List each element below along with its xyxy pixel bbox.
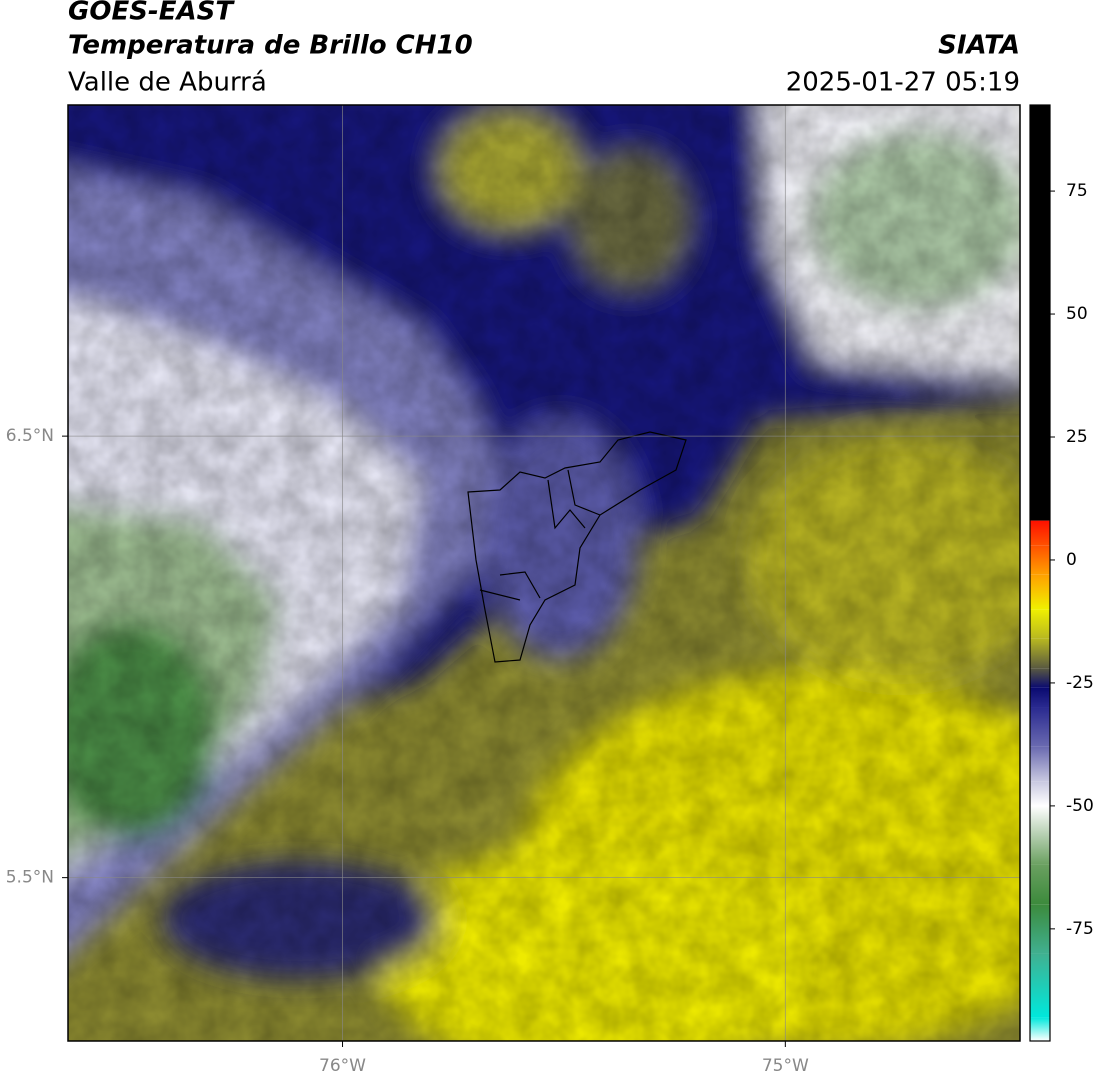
colorbar-segment xyxy=(1030,105,1050,521)
colorbar-frame xyxy=(1029,104,1051,1042)
datetime: 2025-01-27 05:19 xyxy=(786,68,1020,98)
basin-outline xyxy=(467,431,687,663)
colorbar-segment xyxy=(1030,830,1050,865)
satellite-image xyxy=(68,105,1020,1041)
colorbar-segment xyxy=(1030,707,1050,747)
title: GOES-EAST xyxy=(68,0,235,27)
colorbar-segment xyxy=(1030,609,1050,639)
colorbar-segment xyxy=(1030,1017,1050,1041)
y-tick-label: 6.5°N xyxy=(6,426,54,446)
colorbar-segment xyxy=(1030,545,1050,575)
colorbar-segment xyxy=(1030,904,1050,954)
x-tick-label: 75°W xyxy=(762,1056,809,1076)
colorbar-segment xyxy=(1030,746,1050,782)
colorbar-segment xyxy=(1030,864,1050,905)
colorbar-segment xyxy=(1030,953,1050,1018)
x-tick-label: 76°W xyxy=(319,1056,366,1076)
colorbar-segment xyxy=(1030,520,1050,546)
y-tick-label: 5.5°N xyxy=(6,868,54,888)
subtitle: Temperatura de Brillo CH10 xyxy=(68,31,473,61)
colorbar-tick-label: 75 xyxy=(1066,181,1088,201)
colorbar-tick-label: 25 xyxy=(1066,427,1088,447)
colorbar-segment xyxy=(1030,781,1050,806)
colorbar-tick-label: -50 xyxy=(1066,796,1094,816)
colorbar-tick-label: 50 xyxy=(1066,304,1088,324)
region: Valle de Aburrá xyxy=(68,68,267,98)
colorbar-tick-label: 0 xyxy=(1066,550,1077,570)
colorbar-tick-label: -75 xyxy=(1066,919,1094,939)
map-frame xyxy=(67,104,1021,1042)
colorbar-segment xyxy=(1030,638,1050,669)
colorbar-segment xyxy=(1030,805,1050,831)
colorbar-segment xyxy=(1030,574,1050,610)
colorbar-segment xyxy=(1030,687,1050,708)
source: SIATA xyxy=(938,31,1020,61)
colorbar-tick-label: -25 xyxy=(1066,673,1094,693)
colorbar-segment xyxy=(1030,668,1050,688)
